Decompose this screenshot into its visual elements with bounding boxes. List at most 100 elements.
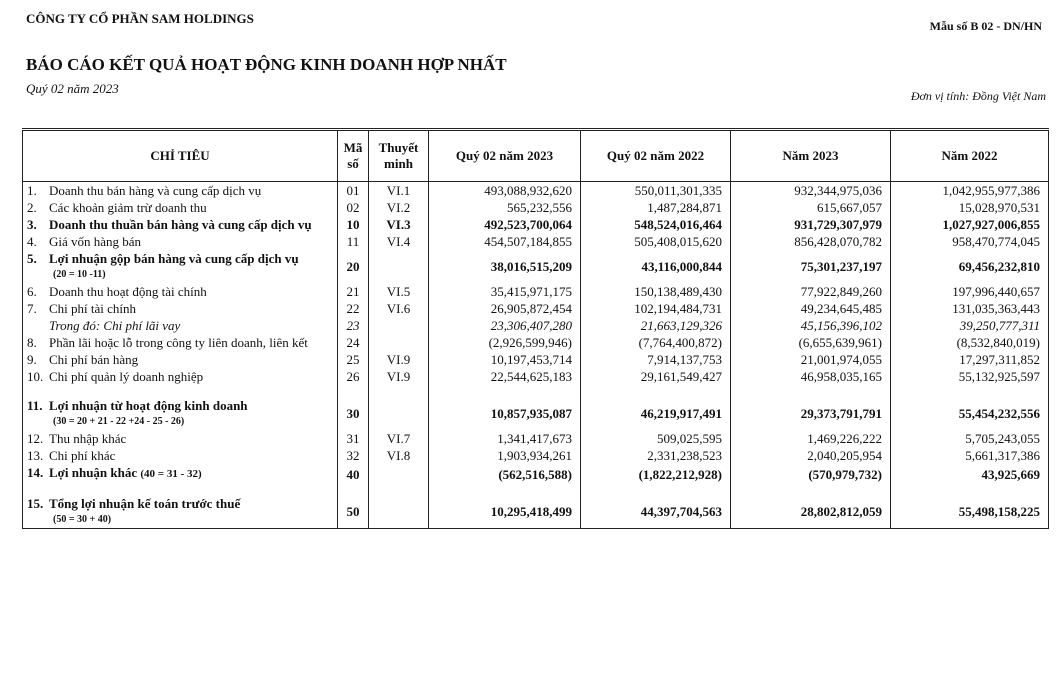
label-cell: 1. Doanh thu bán hàng và cung cấp dịch vụ — [22, 181, 338, 199]
row-label: Chi phí bán hàng — [49, 352, 139, 367]
note-cell — [368, 334, 429, 351]
value-cell: 1,487,284,871 — [580, 199, 731, 216]
label-cell: 11. Lợi nhuận từ hoạt động kinh doanh (30 … — [22, 385, 338, 430]
row-number: 9. — [27, 352, 37, 367]
note-cell: VI.9 — [368, 351, 429, 368]
row: 1. Doanh thu bán hàng và cung cấp dịch vụ… — [22, 181, 1049, 199]
value-cell: 55,498,158,225 — [890, 483, 1049, 529]
row-number: 11. — [27, 398, 43, 413]
value-cell: 75,301,237,197 — [730, 250, 891, 283]
value-cell: 958,470,774,045 — [890, 233, 1049, 250]
value-cell: 5,705,243,055 — [890, 430, 1049, 447]
value-cell: 35,415,971,175 — [428, 283, 581, 300]
label-cell: 13. Chi phí khác — [22, 447, 338, 464]
column-header: Năm 2022 — [890, 129, 1049, 182]
code-cell: 30 — [337, 385, 369, 430]
label-cell: 14. Lợi nhuận khác (40 = 31 - 32) — [22, 464, 338, 483]
value-cell: 550,011,301,335 — [580, 181, 731, 199]
note-cell — [368, 317, 429, 334]
row-number: 8. — [27, 335, 37, 350]
form-code: Mẫu số B 02 - DN/HN — [929, 19, 1042, 33]
value-cell: 150,138,489,430 — [580, 283, 731, 300]
value-cell: 2,040,205,954 — [730, 447, 891, 464]
income-table: CHỈ TIÊU Mã số Thuyết minh Quý 02 năm 2023 Q… — [22, 128, 1049, 529]
report-title: BÁO CÁO KẾT QUẢ HOẠT ĐỘNG KINH DOANH HỢP… — [26, 55, 507, 74]
label-cell: 15. Tổng lợi nhuận kế toán trước thuế (50 … — [22, 483, 338, 529]
value-cell: 29,373,791,791 — [730, 385, 891, 430]
code-cell: 24 — [337, 334, 369, 351]
row: 15. Tổng lợi nhuận kế toán trước thuế (50 … — [22, 483, 1049, 529]
header-row: CHỈ TIÊU Mã số Thuyết minh Quý 02 năm 2023 Q… — [22, 129, 1049, 182]
value-cell: 55,132,925,597 — [890, 368, 1049, 385]
row: 3. Doanh thu thuần bán hàng và cung cấp d… — [22, 216, 1049, 233]
value-cell: 509,025,595 — [580, 430, 731, 447]
value-cell: 55,454,232,556 — [890, 385, 1049, 430]
column-header: Quý 02 năm 2022 — [580, 129, 731, 182]
row-number: 15. — [27, 496, 44, 511]
note-cell: VI.9 — [368, 368, 429, 385]
column-header: Thuyết minh — [368, 129, 429, 182]
row-number: 2. — [27, 200, 37, 215]
row: 10. Chi phí quản lý doanh nghiệp 26 VI.9 22,… — [22, 368, 1049, 385]
row: Trong đó: Chi phí lãi vay 23 23,306,407,28… — [22, 317, 1049, 334]
value-cell: 10,295,418,499 — [428, 483, 581, 529]
note-cell: VI.5 — [368, 283, 429, 300]
code-cell: 25 — [337, 351, 369, 368]
label-cell: 12. Thu nhập khác — [22, 430, 338, 447]
code-cell: 11 — [337, 233, 369, 250]
value-cell: 493,088,932,620 — [428, 181, 581, 199]
value-cell: 69,456,232,810 — [890, 250, 1049, 283]
row-label: Thu nhập khác — [49, 431, 127, 446]
value-cell: 17,297,311,852 — [890, 351, 1049, 368]
code-cell: 32 — [337, 447, 369, 464]
value-cell: 26,905,872,454 — [428, 300, 581, 317]
note-cell: VI.3 — [368, 216, 429, 233]
row: 11. Lợi nhuận từ hoạt động kinh doanh (30 … — [22, 385, 1049, 430]
value-cell: 505,408,015,620 — [580, 233, 731, 250]
row-label: Trong đó: Chi phí lãi vay — [49, 318, 181, 333]
value-cell: 931,729,307,979 — [730, 216, 891, 233]
label-cell: 7. Chi phí tài chính — [22, 300, 338, 317]
label-cell: 9. Chi phí bán hàng — [22, 351, 338, 368]
code-cell: 26 — [337, 368, 369, 385]
code-cell: 21 — [337, 283, 369, 300]
note-cell — [368, 483, 429, 529]
row-label: Doanh thu thuần bán hàng và cung cấp dịc… — [49, 217, 312, 232]
value-cell: (7,764,400,872) — [580, 334, 731, 351]
row-label: Lợi nhuận từ hoạt động kinh doanh — [49, 398, 248, 413]
value-cell: (562,516,588) — [428, 464, 581, 483]
value-cell: 548,524,016,464 — [580, 216, 731, 233]
value-cell: 43,116,000,844 — [580, 250, 731, 283]
note-cell: VI.4 — [368, 233, 429, 250]
row-label: Tổng lợi nhuận kế toán trước thuế — [49, 496, 241, 511]
formula: (30 = 20 + 21 - 22 +24 - 25 - 26) — [53, 416, 185, 427]
row-number: 7. — [27, 301, 37, 316]
value-cell: 131,035,363,443 — [890, 300, 1049, 317]
value-cell: 10,197,453,714 — [428, 351, 581, 368]
value-cell: 1,469,226,222 — [730, 430, 891, 447]
label-cell: 5. Lợi nhuận gộp bán hàng và cung cấp dịc… — [22, 250, 338, 283]
value-cell: 1,042,955,977,386 — [890, 181, 1049, 199]
row: 7. Chi phí tài chính 22 VI.6 26,905,872,454 1… — [22, 300, 1049, 317]
row-number: 1. — [27, 183, 37, 198]
code-cell: 02 — [337, 199, 369, 216]
label-cell: 4. Giá vốn hàng bán — [22, 233, 338, 250]
value-cell: 44,397,704,563 — [580, 483, 731, 529]
value-cell: 1,903,934,261 — [428, 447, 581, 464]
row-number: 12. — [27, 431, 44, 446]
value-cell: 49,234,645,485 — [730, 300, 891, 317]
row-label: Chi phí khác — [49, 448, 116, 463]
value-cell: 21,663,129,326 — [580, 317, 731, 334]
value-cell: 7,914,137,753 — [580, 351, 731, 368]
row: 14. Lợi nhuận khác (40 = 31 - 32) 40 (562,5… — [22, 464, 1049, 483]
formula: (50 = 30 + 40) — [53, 514, 112, 525]
row-label: Lợi nhuận gộp bán hàng và cung cấp dịch … — [49, 251, 299, 266]
code-cell: 40 — [337, 464, 369, 483]
value-cell: 38,016,515,209 — [428, 250, 581, 283]
value-cell: 856,428,070,782 — [730, 233, 891, 250]
row: 5. Lợi nhuận gộp bán hàng và cung cấp dịc… — [22, 250, 1049, 283]
company: CÔNG TY CỔ PHẦN SAM HOLDINGS — [26, 11, 254, 26]
unit: Đơn vị tính: Đồng Việt Nam — [910, 89, 1046, 103]
value-cell: (2,926,599,946) — [428, 334, 581, 351]
